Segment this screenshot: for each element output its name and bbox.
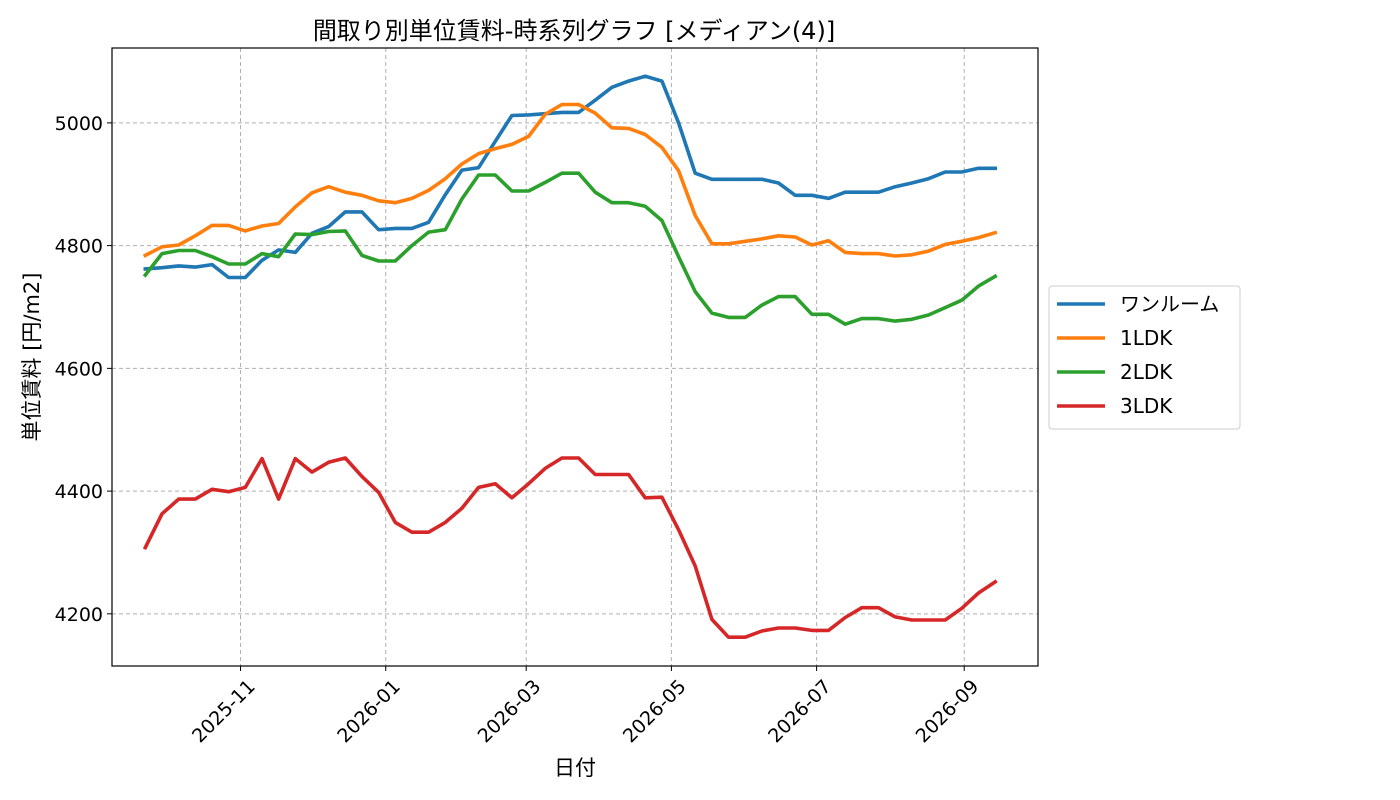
y-tick-label: 5000 bbox=[55, 113, 103, 135]
x-axis-label: 日付 bbox=[554, 756, 596, 780]
legend-box bbox=[1048, 285, 1241, 430]
x-tick-label: 2025-11 bbox=[188, 676, 260, 748]
series-line-3 bbox=[142, 171, 998, 327]
chart-title: 間取り別単位賃料-時系列グラフ [メディアン(4)] bbox=[313, 17, 835, 45]
legend-label: ワンルーム bbox=[1120, 292, 1219, 316]
axis-ticks: 2025-11 2026-01 2026-03 2026-05 2026-07 2026-… bbox=[55, 113, 984, 747]
series-line-4 bbox=[142, 456, 998, 640]
x-tick-label: 2026-01 bbox=[333, 676, 405, 748]
y-tick-label: 4800 bbox=[55, 236, 103, 258]
series-line-1 bbox=[143, 74, 998, 280]
y-tick-label: 4200 bbox=[55, 604, 103, 626]
grid-lines bbox=[112, 48, 1038, 666]
y-tick-label: 4600 bbox=[55, 358, 103, 380]
y-axis-label: 単位賃料 [円/m2] bbox=[20, 273, 44, 442]
y-tick-label: 4400 bbox=[55, 481, 103, 503]
x-tick-label: 2026-09 bbox=[912, 676, 984, 748]
series-layer bbox=[142, 74, 998, 640]
x-tick-label: 2026-03 bbox=[474, 676, 546, 748]
legend-label: 1LDK bbox=[1120, 326, 1173, 350]
x-tick-label: 2026-07 bbox=[764, 676, 836, 748]
x-tick-label: 2026-05 bbox=[619, 676, 691, 748]
legend-label: 2LDK bbox=[1120, 360, 1173, 384]
plot-frame bbox=[111, 47, 1039, 667]
series-line-2 bbox=[142, 102, 998, 258]
legend: ワンルーム 1LDK 2LDK 3LDK bbox=[1048, 285, 1241, 430]
legend-label: 3LDK bbox=[1120, 394, 1173, 418]
